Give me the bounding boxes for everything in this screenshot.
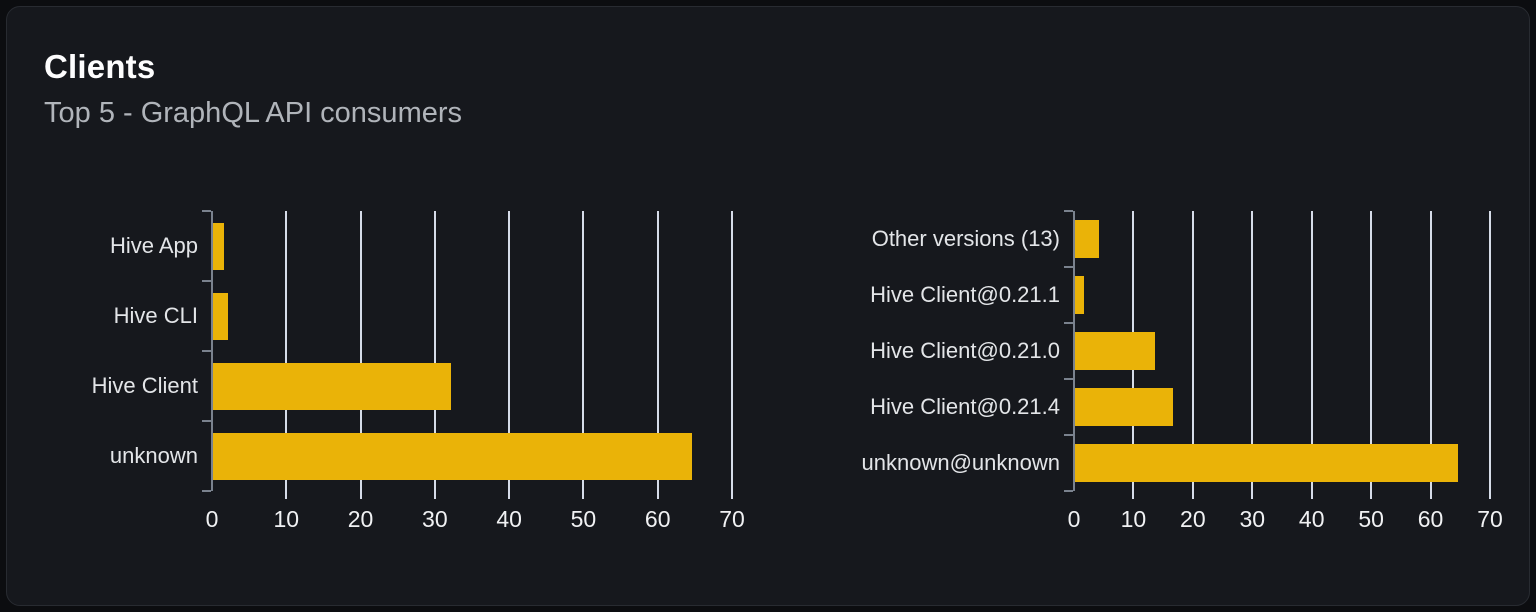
y-axis-tick: [202, 420, 211, 422]
clients-panel: Clients Top 5 - GraphQL API consumers 0 1…: [6, 6, 1530, 606]
category-label: Hive Client@0.21.4: [870, 394, 1060, 419]
bar: [1075, 276, 1084, 314]
bar: [213, 293, 228, 340]
gridline: [359, 211, 362, 499]
x-tick-label: 60: [644, 506, 671, 532]
y-axis-tick: [1064, 266, 1073, 268]
y-axis-tick: [1064, 378, 1073, 380]
gridline: [1370, 211, 1373, 499]
x-tick-label: 30: [422, 506, 448, 532]
category-label: unknown: [109, 443, 198, 468]
gridline: [1191, 211, 1194, 499]
bar: [213, 223, 224, 270]
bar: [1075, 388, 1173, 426]
bar: [1075, 220, 1099, 258]
category-label: unknown@unknown: [861, 450, 1060, 475]
category-label: Hive App: [109, 233, 198, 258]
x-tick-label: 50: [1358, 506, 1384, 532]
y-axis-line: [211, 211, 213, 491]
x-tick-label: 70: [1477, 506, 1503, 532]
y-axis-tick: [1064, 434, 1073, 436]
gridline: [433, 211, 436, 499]
gridline: [582, 211, 585, 499]
category-label: Hive Client: [91, 373, 198, 398]
gridline: [1429, 211, 1432, 499]
gridline: [1310, 211, 1313, 499]
x-tick-label: 60: [1417, 506, 1444, 532]
y-axis-tick: [1064, 490, 1073, 492]
gridline: [508, 211, 511, 499]
gridline: [1251, 211, 1254, 499]
y-axis-tick: [1064, 210, 1073, 212]
client-versions-chart: 0 10 20 30 40 50 60 70 Other versions (13) Hive C…: [607, 210, 1535, 553]
category-label: Hive Client@0.21.1: [870, 282, 1060, 307]
gridline: [656, 211, 659, 499]
x-tick-label: 70: [719, 506, 745, 532]
x-tick-label: 10: [1120, 506, 1147, 532]
x-tick-label: 0: [1067, 506, 1081, 532]
panel-title: Clients: [44, 48, 156, 85]
y-axis-tick: [202, 210, 211, 212]
y-axis-tick: [1064, 322, 1073, 324]
y-axis-tick: [202, 350, 211, 352]
y-axis-tick: [202, 280, 211, 282]
category-label: Other versions (13): [871, 226, 1060, 251]
y-axis-tick: [202, 490, 211, 492]
x-tick-label: 40: [1298, 506, 1325, 532]
x-tick-label: 10: [273, 506, 300, 532]
x-tick-label: 40: [496, 506, 522, 532]
gridline: [1489, 211, 1491, 499]
x-tick-label: 30: [1239, 506, 1266, 532]
gridline: [731, 211, 733, 499]
panel-subtitle: Top 5 - GraphQL API consumers: [44, 97, 463, 129]
gridline: [285, 211, 288, 499]
x-tick-label: 20: [1180, 506, 1206, 532]
category-label: Hive Client@0.21.0: [870, 338, 1060, 363]
category-label: Hive CLI: [113, 303, 198, 328]
client-usage-chart: 0 10 20 30 40 50 60 70 Hive App Hive CLI Hive Clie…: [7, 210, 777, 553]
bar: [1075, 444, 1458, 482]
x-tick-label: 0: [205, 506, 219, 532]
x-tick-label: 20: [347, 506, 374, 532]
bar: [213, 433, 692, 480]
bar: [1075, 332, 1155, 370]
x-tick-label: 50: [570, 506, 597, 532]
bar: [213, 363, 451, 410]
y-axis-line: [1073, 211, 1075, 491]
